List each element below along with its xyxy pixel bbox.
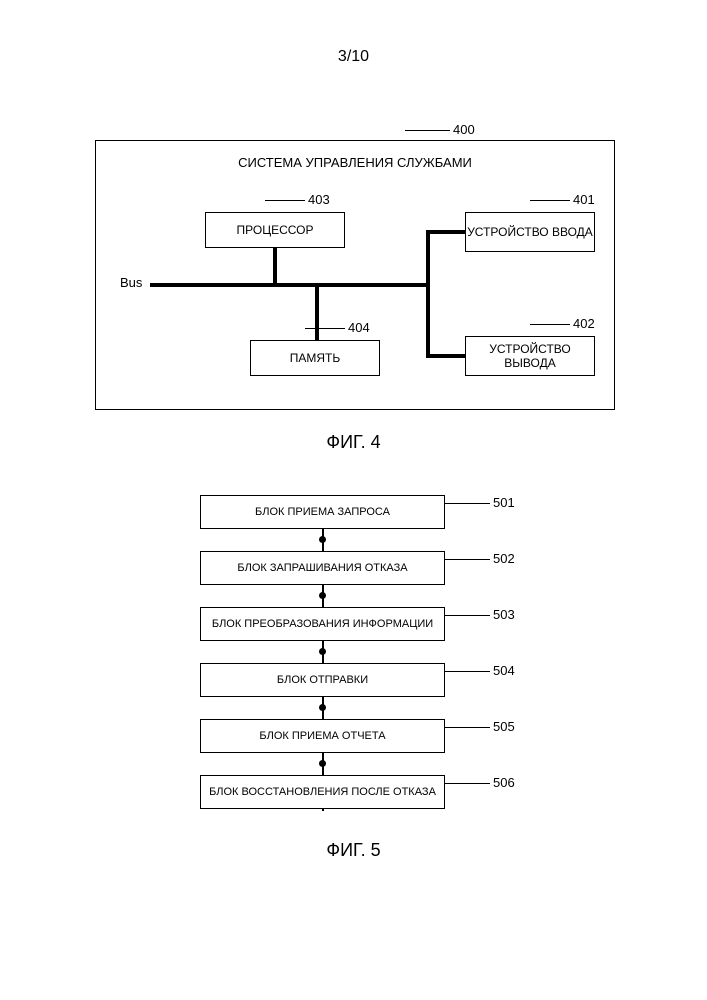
bus-main-line	[150, 283, 430, 287]
lead-line-401	[530, 200, 570, 201]
fig5-block-4-label: БЛОК ОТПРАВКИ	[277, 674, 368, 686]
node-processor-label: ПРОЦЕССОР	[237, 223, 314, 237]
lead-line-404	[305, 328, 345, 329]
page-number: 3/10	[338, 48, 369, 66]
lead-line-502	[445, 559, 490, 560]
ref-504: 504	[493, 663, 515, 678]
dot-3	[319, 648, 326, 655]
node-processor: ПРОЦЕССОР	[205, 212, 345, 248]
fig5-block-3-label: БЛОК ПРЕОБРАЗОВАНИЯ ИНФОРМАЦИИ	[212, 618, 433, 630]
node-memory: ПАМЯТЬ	[250, 340, 380, 376]
lead-line-503	[445, 615, 490, 616]
ref-402: 402	[573, 316, 595, 331]
fig5-block-2-label: БЛОК ЗАПРАШИВАНИЯ ОТКАЗА	[237, 562, 407, 574]
fig5-block-6-label: БЛОК ВОССТАНОВЛЕНИЯ ПОСЛЕ ОТКАЗА	[209, 786, 436, 798]
bus-vertical-io	[426, 230, 430, 358]
lead-line-400	[405, 130, 450, 131]
ref-404: 404	[348, 320, 370, 335]
bus-to-output	[426, 354, 468, 358]
fig5-block-6: БЛОК ВОССТАНОВЛЕНИЯ ПОСЛЕ ОТКАЗА	[200, 775, 445, 809]
fig5-block-2: БЛОК ЗАПРАШИВАНИЯ ОТКАЗА	[200, 551, 445, 585]
node-input: УСТРОЙСТВО ВВОДА	[465, 212, 595, 252]
fig5-block-5-label: БЛОК ПРИЕМА ОТЧЕТА	[259, 730, 385, 742]
node-output: УСТРОЙСТВО ВЫВОДА	[465, 336, 595, 376]
fig5-block-1-label: БЛОК ПРИЕМА ЗАПРОСА	[255, 506, 390, 518]
lead-line-504	[445, 671, 490, 672]
lead-line-505	[445, 727, 490, 728]
ref-403: 403	[308, 192, 330, 207]
dot-5	[319, 760, 326, 767]
node-output-label: УСТРОЙСТВО ВЫВОДА	[466, 342, 594, 371]
ref-502: 502	[493, 551, 515, 566]
dot-2	[319, 592, 326, 599]
lead-line-501	[445, 503, 490, 504]
fig5-container: БЛОК ПРИЕМА ЗАПРОСА 501 БЛОК ЗАПРАШИВАНИ…	[180, 495, 540, 845]
bus-to-input	[426, 230, 468, 234]
bus-label: Bus	[120, 275, 142, 290]
bus-to-memory	[315, 283, 319, 341]
ref-501: 501	[493, 495, 515, 510]
node-input-label: УСТРОЙСТВО ВВОДА	[467, 225, 593, 239]
fig4-container: 400 СИСТЕМА УПРАВЛЕНИЯ СЛУЖБАМИ Bus ПРОЦ…	[95, 120, 615, 410]
lead-line-403	[265, 200, 305, 201]
ref-506: 506	[493, 775, 515, 790]
node-memory-label: ПАМЯТЬ	[290, 351, 341, 365]
fig4-title: СИСТЕМА УПРАВЛЕНИЯ СЛУЖБАМИ	[238, 155, 472, 170]
dot-1	[319, 536, 326, 543]
dot-4	[319, 704, 326, 711]
lead-line-402	[530, 324, 570, 325]
ref-503: 503	[493, 607, 515, 622]
lead-line-506	[445, 783, 490, 784]
bus-to-processor	[273, 248, 277, 286]
ref-401: 401	[573, 192, 595, 207]
fig5-block-4: БЛОК ОТПРАВКИ	[200, 663, 445, 697]
fig4-caption: ФИГ. 4	[326, 432, 380, 453]
fig5-block-3: БЛОК ПРЕОБРАЗОВАНИЯ ИНФОРМАЦИИ	[200, 607, 445, 641]
ref-505: 505	[493, 719, 515, 734]
fig5-block-5: БЛОК ПРИЕМА ОТЧЕТА	[200, 719, 445, 753]
fig5-caption: ФИГ. 5	[326, 840, 380, 861]
ref-400: 400	[453, 122, 475, 137]
fig5-block-1: БЛОК ПРИЕМА ЗАПРОСА	[200, 495, 445, 529]
